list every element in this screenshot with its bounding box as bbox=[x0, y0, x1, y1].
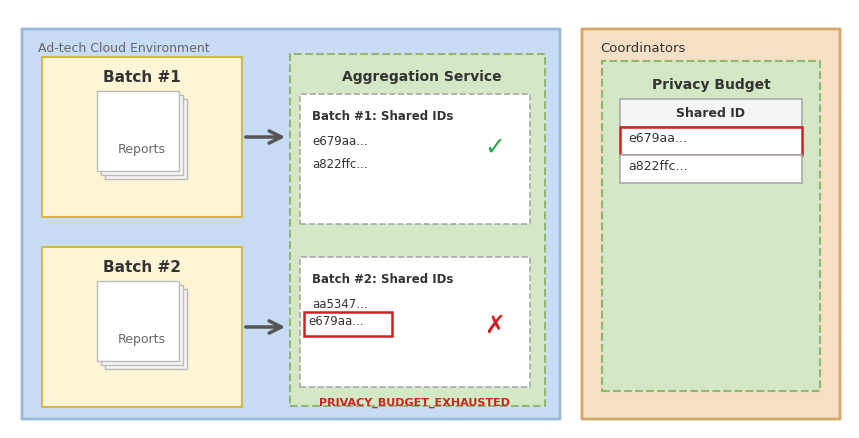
Text: e679aa...: e679aa... bbox=[308, 314, 363, 327]
Text: Batch #2: Batch #2 bbox=[103, 259, 181, 274]
FancyBboxPatch shape bbox=[304, 312, 392, 336]
Text: e679aa...: e679aa... bbox=[312, 135, 368, 148]
Text: Ad-tech Cloud Environment: Ad-tech Cloud Environment bbox=[38, 42, 210, 55]
Text: Shared ID: Shared ID bbox=[677, 107, 746, 120]
FancyBboxPatch shape bbox=[105, 100, 187, 180]
FancyBboxPatch shape bbox=[602, 62, 820, 391]
FancyBboxPatch shape bbox=[97, 92, 179, 172]
FancyBboxPatch shape bbox=[101, 285, 183, 365]
FancyBboxPatch shape bbox=[290, 55, 545, 406]
Text: ✓: ✓ bbox=[484, 136, 505, 159]
Text: e679aa...: e679aa... bbox=[628, 132, 687, 145]
FancyBboxPatch shape bbox=[22, 30, 560, 419]
Text: Reports: Reports bbox=[118, 333, 166, 346]
FancyBboxPatch shape bbox=[620, 100, 802, 128]
Text: a822ffc...: a822ffc... bbox=[312, 158, 368, 171]
Text: PRIVACY_BUDGET_EXHAUSTED: PRIVACY_BUDGET_EXHAUSTED bbox=[320, 397, 510, 407]
FancyBboxPatch shape bbox=[42, 247, 242, 407]
Text: Aggregation Service: Aggregation Service bbox=[342, 70, 502, 84]
FancyBboxPatch shape bbox=[300, 258, 530, 387]
Text: Batch #1: Shared IDs: Batch #1: Shared IDs bbox=[312, 110, 454, 123]
FancyBboxPatch shape bbox=[620, 155, 802, 184]
Text: Reports: Reports bbox=[118, 143, 166, 156]
Text: ✗: ✗ bbox=[484, 313, 505, 337]
Text: Batch #2: Shared IDs: Batch #2: Shared IDs bbox=[312, 272, 454, 285]
Text: a822ffc...: a822ffc... bbox=[628, 159, 687, 173]
FancyBboxPatch shape bbox=[300, 95, 530, 225]
FancyBboxPatch shape bbox=[97, 281, 179, 361]
FancyBboxPatch shape bbox=[105, 290, 187, 369]
FancyBboxPatch shape bbox=[101, 96, 183, 176]
Text: Coordinators: Coordinators bbox=[600, 42, 685, 55]
FancyBboxPatch shape bbox=[42, 58, 242, 218]
FancyBboxPatch shape bbox=[582, 30, 840, 419]
Text: Batch #1: Batch #1 bbox=[103, 70, 181, 85]
Text: aa5347...: aa5347... bbox=[312, 297, 368, 310]
Text: Privacy Budget: Privacy Budget bbox=[652, 78, 771, 92]
FancyBboxPatch shape bbox=[620, 128, 802, 155]
